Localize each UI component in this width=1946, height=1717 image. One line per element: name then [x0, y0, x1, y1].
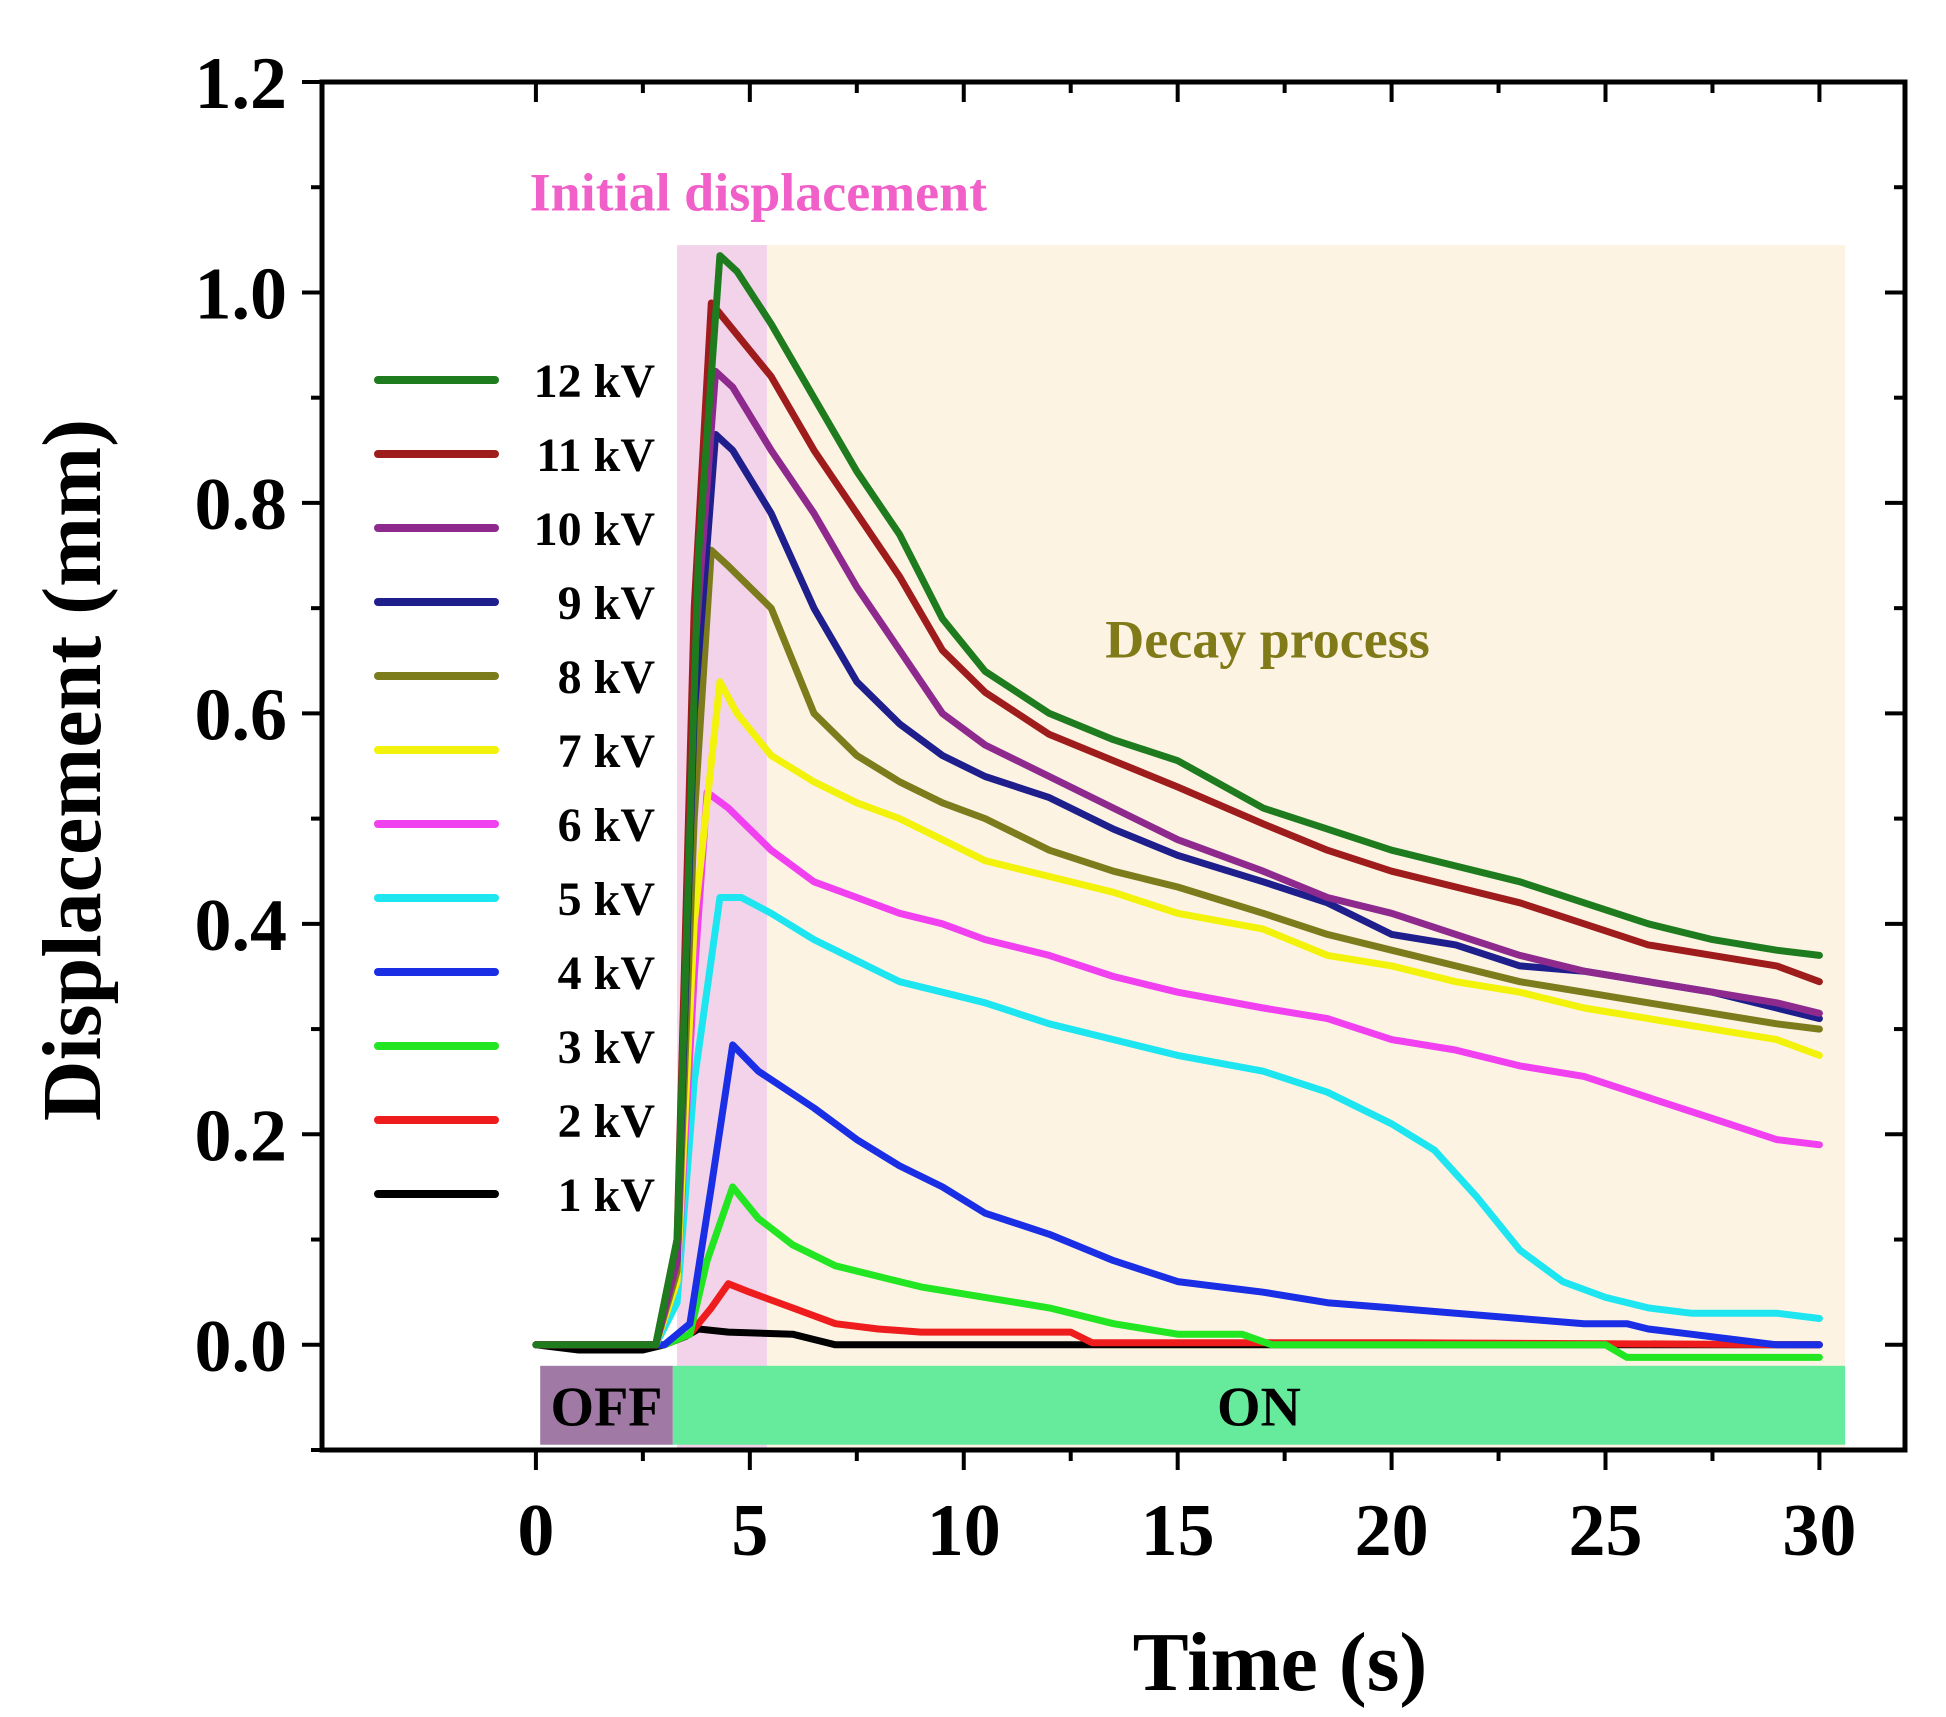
- series-line-4-kv: [532, 1041, 1823, 1349]
- legend-label: 9 kV: [558, 577, 656, 630]
- legend-label: 6 kV: [558, 799, 656, 852]
- x-tick-label: 30: [1782, 1490, 1856, 1572]
- x-tick-label: 25: [1569, 1490, 1643, 1572]
- x-axis-title: Time (s): [1133, 1616, 1428, 1709]
- legend-label: 5 kV: [558, 873, 656, 926]
- legend-label: 4 kV: [558, 947, 656, 1000]
- annotations: Initial displacement Decay process: [530, 162, 1430, 669]
- x-tick-labels: 0 5 10 15 20 25 30: [517, 1490, 1856, 1572]
- legend: 12 kV 11 kV 10 kV 9 kV 8 kV 7 kV 6 kV 5 kV 4 kV 3…: [374, 355, 656, 1222]
- y-tick-label: 0.4: [195, 885, 288, 967]
- series-line-3-kv: [532, 1183, 1823, 1361]
- y-tick-label: 1.2: [195, 43, 288, 125]
- series-line-10-kv: [532, 367, 1823, 1349]
- state-bar-label-off: OFF: [551, 1376, 663, 1438]
- data-series: [532, 252, 1823, 1361]
- plot-frame: [319, 79, 1908, 1453]
- legend-label: 7 kV: [558, 725, 656, 778]
- x-tick-label: 0: [517, 1490, 554, 1572]
- y-tick-labels: 0.0 0.2 0.4 0.6 0.8 1.0 1.2: [195, 43, 288, 1388]
- annotation-decay-process: Decay process: [1105, 610, 1429, 670]
- legend-label: 2 kV: [558, 1095, 656, 1148]
- series-line-2-kv: [532, 1280, 1823, 1349]
- y-tick-label: 0.6: [195, 674, 288, 756]
- legend-label: 10 kV: [534, 503, 656, 556]
- legend-label: 11 kV: [536, 429, 655, 482]
- x-tick-label: 20: [1355, 1490, 1429, 1572]
- y-tick-label: 0.2: [195, 1095, 288, 1177]
- shaded-regions: [677, 245, 1846, 1451]
- x-tick-label: 10: [927, 1490, 1001, 1572]
- series-line-8-kv: [532, 546, 1823, 1349]
- state-bar-label-on: ON: [1217, 1376, 1301, 1438]
- series-line-7-kv: [532, 678, 1823, 1349]
- state-bar-on: [672, 1365, 1846, 1445]
- axis-ticks: [302, 80, 1905, 1470]
- state-bar-off: [540, 1365, 673, 1445]
- x-tick-label: 5: [731, 1490, 768, 1572]
- y-tick-label: 1.0: [195, 253, 288, 335]
- y-tick-label: 0.8: [195, 464, 288, 546]
- legend-label: 3 kV: [558, 1021, 656, 1074]
- legend-label: 12 kV: [534, 355, 656, 408]
- y-axis-title: Displacement (mm): [26, 419, 119, 1121]
- x-tick-label: 15: [1141, 1490, 1215, 1572]
- region-decay: [766, 245, 1846, 1451]
- series-line-12-kv: [532, 252, 1823, 1349]
- legend-label: 8 kV: [558, 651, 656, 704]
- state-bars: OFF ON: [540, 1365, 1846, 1445]
- legend-label: 1 kV: [558, 1169, 656, 1222]
- series-line-5-kv: [532, 894, 1823, 1349]
- y-tick-label: 0.0: [195, 1306, 288, 1388]
- series-line-11-kv: [532, 299, 1823, 1349]
- annotation-initial-displacement: Initial displacement: [530, 162, 988, 222]
